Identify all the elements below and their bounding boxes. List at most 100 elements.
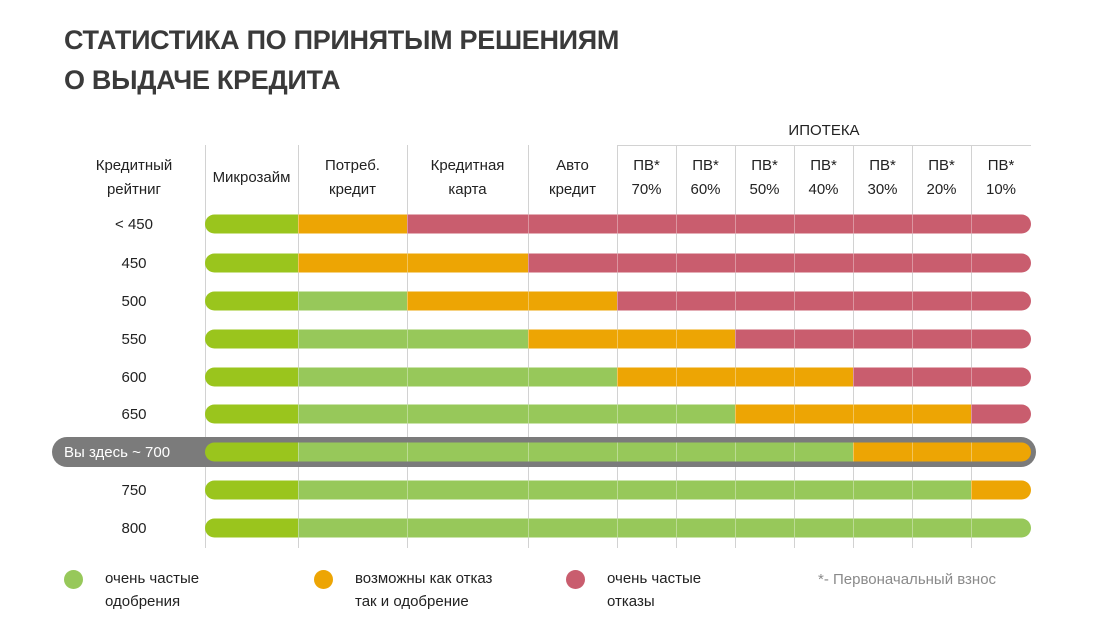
bar-cell-orange bbox=[617, 329, 677, 349]
bar-cell-green bbox=[912, 480, 972, 500]
bar-cell-orange bbox=[735, 404, 795, 424]
bar-row bbox=[205, 214, 1031, 234]
row-label: 750 bbox=[121, 482, 146, 499]
column-header: ПВ* bbox=[928, 157, 955, 174]
bar-cell-red bbox=[735, 329, 795, 349]
bar-cell-micro bbox=[205, 291, 299, 311]
column-header: ПВ* bbox=[988, 157, 1015, 174]
row-label: 600 bbox=[121, 369, 146, 386]
column-header: карта bbox=[448, 181, 487, 198]
legend-label-line: отказы bbox=[607, 593, 655, 610]
row-header-label: рейтниг bbox=[107, 181, 162, 198]
bar-cell-green bbox=[735, 480, 795, 500]
column-header: ПВ* bbox=[633, 157, 660, 174]
bar-row bbox=[205, 329, 1031, 349]
bar-cell-red bbox=[794, 329, 854, 349]
column-header: кредит bbox=[549, 181, 596, 198]
bar-cell-red bbox=[853, 367, 913, 387]
bar-cell-red bbox=[794, 253, 854, 273]
column-header: ПВ* bbox=[692, 157, 719, 174]
bar-cell-green bbox=[794, 518, 854, 538]
bar-cell-micro bbox=[205, 518, 299, 538]
bar-cell-orange bbox=[971, 442, 1031, 462]
bar-cell-green bbox=[298, 518, 408, 538]
bar-cell-red bbox=[407, 214, 529, 234]
bar-cell-red bbox=[528, 253, 618, 273]
bar-cell-green bbox=[407, 367, 529, 387]
bar-cell-green bbox=[971, 518, 1031, 538]
column-header: 10% bbox=[986, 181, 1016, 198]
bar-cell-orange bbox=[794, 367, 854, 387]
bar-cell-red bbox=[912, 367, 972, 387]
bar-row bbox=[205, 404, 1031, 424]
bar-cell-red bbox=[528, 214, 618, 234]
bar-row bbox=[205, 253, 1031, 273]
column-header: Микрозайм bbox=[213, 169, 291, 186]
bar-cell-red bbox=[735, 291, 795, 311]
bar-row bbox=[205, 518, 1031, 538]
bar-cell-orange bbox=[407, 291, 529, 311]
row-header-label: Кредитный bbox=[96, 157, 173, 174]
bar-cell-green bbox=[676, 480, 736, 500]
column-header: 60% bbox=[690, 181, 720, 198]
column-header: 50% bbox=[749, 181, 779, 198]
column-header: ПВ* bbox=[751, 157, 778, 174]
footnote: *- Первоначальный взнос bbox=[818, 571, 997, 588]
bar-cell-red bbox=[853, 291, 913, 311]
bar-cell-green bbox=[407, 518, 529, 538]
bar-cell-red bbox=[676, 291, 736, 311]
bar-cell-micro bbox=[205, 367, 299, 387]
bar-cell-green bbox=[298, 329, 408, 349]
legend-item-maybe: возможны как отказ так и одобрение bbox=[314, 567, 492, 613]
legend-dot-green bbox=[64, 570, 83, 589]
bar-row bbox=[205, 442, 1031, 462]
column-header: ПВ* bbox=[869, 157, 896, 174]
legend-label-line: очень частые bbox=[607, 570, 702, 587]
bar-cell-green bbox=[407, 329, 529, 349]
bar-cell-red bbox=[617, 214, 677, 234]
bar-cell-orange bbox=[676, 329, 736, 349]
bar-cell-red bbox=[912, 291, 972, 311]
bar-cell-orange bbox=[853, 404, 913, 424]
bar-cell-orange bbox=[407, 253, 529, 273]
legend-label-line: возможны как отказ bbox=[355, 570, 493, 587]
bar-cell-green bbox=[528, 442, 618, 462]
column-header: 40% bbox=[808, 181, 838, 198]
bar-cell-green bbox=[912, 518, 972, 538]
bar-cell-red bbox=[735, 214, 795, 234]
column-header: кредит bbox=[329, 181, 376, 198]
bar-cell-orange bbox=[735, 367, 795, 387]
bar-cell-green bbox=[617, 404, 677, 424]
bar-cell-green bbox=[407, 442, 529, 462]
bar-cell-green bbox=[298, 480, 408, 500]
row-label-highlight: Вы здесь ~ 700 bbox=[64, 444, 170, 461]
bar-cell-red bbox=[971, 214, 1031, 234]
column-header: Потреб. bbox=[325, 157, 380, 174]
legend-dot-orange bbox=[314, 570, 333, 589]
bar-cell-green bbox=[676, 404, 736, 424]
bar-cell-orange bbox=[528, 329, 618, 349]
bar-cell-orange bbox=[853, 442, 913, 462]
bar-cell-red bbox=[735, 253, 795, 273]
bar-cell-green bbox=[298, 442, 408, 462]
bar-cell-orange bbox=[298, 214, 408, 234]
bar-cell-red bbox=[971, 329, 1031, 349]
column-header: 20% bbox=[926, 181, 956, 198]
legend-label-line: очень частые bbox=[105, 570, 200, 587]
bar-cell-green bbox=[298, 291, 408, 311]
column-header: ПВ* bbox=[810, 157, 837, 174]
column-header: 30% bbox=[867, 181, 897, 198]
bar-cell-micro bbox=[205, 253, 299, 273]
bar-cell-red bbox=[853, 329, 913, 349]
bar-cell-green bbox=[794, 480, 854, 500]
decision-chart: ИПОТЕКА Кредитный рейтниг Микрозайм Потреб. к… bbox=[52, 122, 1036, 548]
bar-cell-red bbox=[794, 214, 854, 234]
bar-cell-red bbox=[617, 291, 677, 311]
bar-cell-green bbox=[407, 480, 529, 500]
bar-cell-red bbox=[912, 253, 972, 273]
bar-cell-green bbox=[676, 518, 736, 538]
bar-cell-red bbox=[617, 253, 677, 273]
bar-cell-green bbox=[676, 442, 736, 462]
column-header: Авто bbox=[556, 157, 589, 174]
column-header: 70% bbox=[631, 181, 661, 198]
